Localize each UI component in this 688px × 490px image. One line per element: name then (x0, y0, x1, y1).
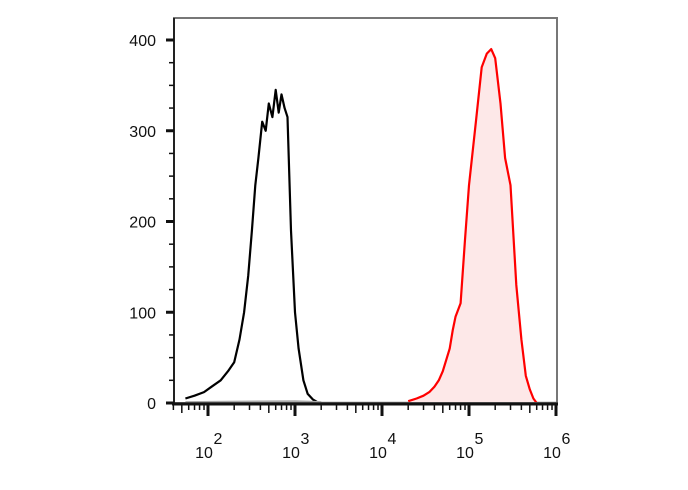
plot-series (185, 48, 556, 405)
x-tick-label: 10 (282, 445, 300, 462)
y-tick-label: 400 (129, 33, 156, 50)
y-tick-label: 300 (129, 124, 156, 141)
y-tick-label: 100 (129, 305, 156, 322)
stained-line (407, 48, 538, 404)
stained-fill (408, 49, 537, 403)
y-tick-label: 0 (147, 396, 156, 413)
x-tick-label: 10 (456, 445, 474, 462)
isotype-gray-line (185, 400, 322, 404)
y-tick-label: 200 (129, 215, 156, 232)
x-tick-label: 10 (369, 445, 387, 462)
x-tick-label: 10 (195, 445, 213, 462)
x-tick-label: 10 (543, 445, 561, 462)
y-axis-ticks: 0 100 200 300 400 (129, 33, 174, 413)
x-tick-exponent: 5 (475, 431, 484, 448)
x-tick-exponent: 3 (301, 431, 310, 448)
x-tick-exponent: 4 (388, 431, 397, 448)
x-tick-exponent: 6 (562, 431, 571, 448)
x-tick-exponent: 2 (214, 431, 223, 448)
